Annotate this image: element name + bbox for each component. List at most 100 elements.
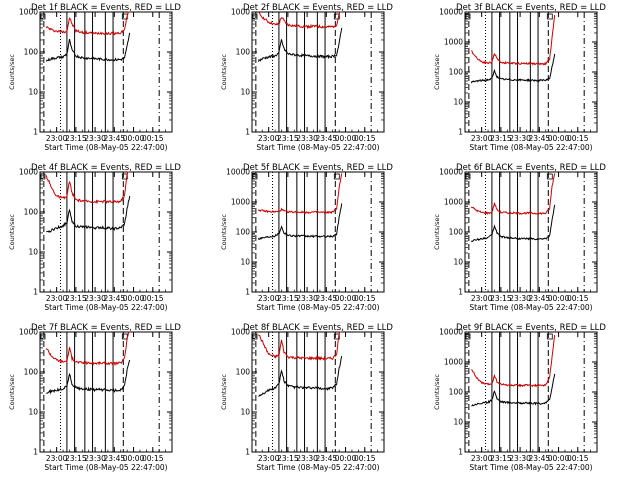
chart-panel: Det 2f BLACK = Events, RED = LLD 1 10 100 10… (220, 3, 393, 152)
x-tick-label: 23:30 (296, 134, 318, 143)
x-tick-label: 23:15 (277, 134, 299, 143)
x-tick-label: 23:00 (46, 454, 68, 463)
x-tick-label: 00:00 (335, 454, 357, 463)
panel-title: Det 8f BLACK = Events, RED = LLD (243, 323, 393, 333)
x-tick-label: 00:00 (123, 134, 145, 143)
marker-box (546, 13, 553, 20)
plot-frame (39, 171, 173, 293)
x-tick-label: 00:15 (567, 454, 589, 463)
y-tick-label: 1 (33, 448, 38, 457)
x-axis-label: Start Time (08-May-05 22:47:00) (44, 143, 167, 152)
y-axis-label: Counts/sec (8, 214, 16, 250)
marker-box (121, 173, 128, 180)
y-tick-label: 10 (28, 248, 38, 257)
x-axis-label: Start Time (08-May-05 22:47:00) (256, 143, 379, 152)
plot-frame (464, 11, 598, 133)
y-tick-label: 100 (236, 228, 251, 237)
y-tick-label: 10 (453, 98, 463, 107)
x-tick-label: 00:00 (548, 134, 570, 143)
lld-rate-line (258, 11, 342, 30)
y-tick-label: 10 (28, 408, 38, 417)
x-tick-label: 00:15 (142, 134, 164, 143)
y-axis-label: Counts/sec (220, 54, 228, 90)
panel-title: Det 1f BLACK = Events, RED = LLD (31, 3, 181, 13)
lld-rate-line (45, 171, 130, 205)
panel-title: Det 2f BLACK = Events, RED = LLD (243, 3, 393, 13)
x-tick-label: 23:30 (296, 454, 318, 463)
x-tick-label: 23:45 (104, 454, 126, 463)
y-tick-label: 100 (24, 208, 39, 217)
y-tick-label: 1 (458, 128, 463, 137)
y-tick-label: 1 (458, 288, 463, 297)
x-tick-label: 23:15 (65, 454, 87, 463)
y-tick-label: 1000 (444, 38, 463, 47)
x-tick-label: 23:45 (316, 454, 338, 463)
x-tick-label: 23:15 (490, 454, 512, 463)
x-tick-label: 00:15 (354, 454, 376, 463)
y-tick-label: 100 (449, 388, 464, 397)
x-tick-label: 23:00 (46, 134, 68, 143)
y-tick-label: 10 (28, 88, 38, 97)
y-tick-label: 10000 (439, 168, 463, 177)
x-tick-label: 23:00 (471, 294, 493, 303)
x-tick-label: 00:15 (354, 134, 376, 143)
x-tick-label: 23:30 (296, 294, 318, 303)
panel-title: Det 9f BLACK = Events, RED = LLD (456, 323, 606, 333)
x-tick-label: 23:15 (490, 134, 512, 143)
x-tick-label: 00:15 (567, 294, 589, 303)
y-tick-label: 10 (453, 418, 463, 427)
x-tick-label: 00:00 (123, 294, 145, 303)
y-tick-label: 1 (245, 128, 250, 137)
y-axis-label: Counts/sec (8, 54, 16, 90)
events-rate-line (470, 53, 556, 84)
y-tick-label: 1000 (444, 358, 463, 367)
plot-frame (39, 11, 173, 133)
x-axis-label: Start Time (08-May-05 22:47:00) (256, 463, 379, 472)
x-tick-label: 23:45 (529, 134, 551, 143)
chart-panel: Det 4f BLACK = Events, RED = LLD 1 10 100 10… (8, 163, 181, 312)
events-rate-line (471, 373, 556, 407)
y-tick-label: 1000 (231, 8, 250, 17)
y-tick-label: 100 (449, 228, 464, 237)
x-tick-label: 23:15 (490, 294, 512, 303)
plot-frame (464, 331, 598, 453)
x-tick-label: 23:00 (471, 134, 493, 143)
x-tick-label: 23:30 (84, 134, 106, 143)
lld-rate-line (257, 173, 343, 215)
x-tick-label: 23:30 (509, 134, 531, 143)
y-tick-label: 100 (24, 368, 39, 377)
x-tick-label: 00:00 (335, 134, 357, 143)
y-tick-label: 1 (33, 128, 38, 137)
panel-title: Det 3f BLACK = Events, RED = LLD (456, 3, 606, 13)
x-tick-label: 00:15 (142, 294, 164, 303)
y-tick-label: 100 (236, 368, 251, 377)
x-tick-label: 00:15 (354, 294, 376, 303)
y-tick-label: 100 (236, 48, 251, 57)
x-axis-label: Start Time (08-May-05 22:47:00) (469, 463, 592, 472)
x-tick-label: 23:00 (258, 294, 280, 303)
y-axis-label: Counts/sec (220, 214, 228, 250)
y-tick-label: 1 (458, 448, 463, 457)
x-tick-label: 23:30 (84, 454, 106, 463)
lld-rate-line (470, 173, 556, 216)
x-tick-label: 00:00 (123, 454, 145, 463)
events-rate-line (45, 32, 131, 62)
y-tick-label: 10 (240, 408, 250, 417)
lld-rate-line (45, 11, 130, 36)
y-tick-label: 1 (245, 448, 250, 457)
x-tick-label: 23:00 (258, 134, 280, 143)
x-tick-label: 23:45 (104, 294, 126, 303)
x-tick-label: 00:00 (548, 454, 570, 463)
y-tick-label: 1000 (19, 168, 38, 177)
y-tick-label: 1 (245, 288, 250, 297)
marker-box (333, 173, 340, 180)
panel-title: Det 4f BLACK = Events, RED = LLD (31, 163, 181, 173)
x-axis-label: Start Time (08-May-05 22:47:00) (44, 303, 167, 312)
x-tick-label: 23:45 (529, 294, 551, 303)
lld-rate-line (471, 334, 556, 388)
y-axis-label: Counts/sec (8, 374, 16, 410)
x-axis-label: Start Time (08-May-05 22:47:00) (469, 143, 592, 152)
y-tick-label: 10000 (439, 8, 463, 17)
y-tick-label: 10 (240, 88, 250, 97)
plot-frame (251, 331, 385, 453)
